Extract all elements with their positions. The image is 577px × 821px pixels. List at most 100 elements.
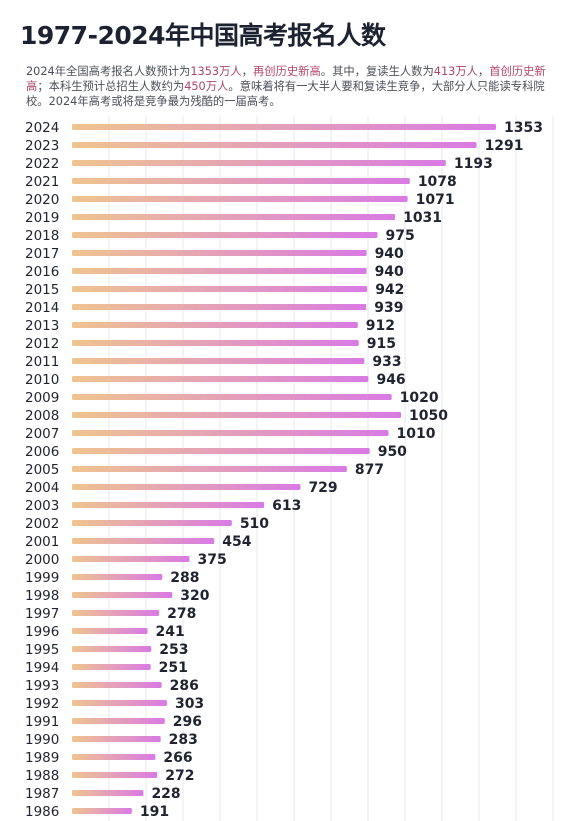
value-label-2021: 1078 xyxy=(418,174,457,190)
bar-2015 xyxy=(72,286,368,292)
bar-2020 xyxy=(72,196,408,202)
year-label-2005: 2005 xyxy=(25,462,59,478)
year-label-2008: 2008 xyxy=(25,408,59,424)
bar-2009 xyxy=(72,394,392,400)
year-label-1993: 1993 xyxy=(25,678,59,694)
value-label-1994: 251 xyxy=(159,660,188,676)
desc-text-2: ， xyxy=(241,65,253,78)
bars xyxy=(72,124,496,814)
bar-2000 xyxy=(72,556,190,562)
value-label-1997: 278 xyxy=(167,606,196,622)
value-label-1986: 191 xyxy=(140,804,169,820)
value-label-1992: 303 xyxy=(175,696,204,712)
value-label-2016: 940 xyxy=(375,264,404,280)
year-label-1990: 1990 xyxy=(25,732,59,748)
value-label-2004: 729 xyxy=(308,480,337,496)
bar-2002 xyxy=(72,520,232,526)
year-label-1989: 1989 xyxy=(25,750,59,766)
chart-title: 1977-2024年中国高考报名人数 xyxy=(20,21,386,50)
value-label-1987: 228 xyxy=(151,786,180,802)
year-label-2015: 2015 xyxy=(25,282,59,298)
value-label-1993: 286 xyxy=(170,678,199,694)
year-labels: 2024 2023 2022 2021 2020 2019 2018 2017 2016 2015… xyxy=(25,120,59,820)
bar-1987 xyxy=(72,790,144,796)
desc-text-3: 。其中，复读生人数为 xyxy=(320,65,434,78)
year-label-2003: 2003 xyxy=(25,498,59,514)
bar-2004 xyxy=(72,484,301,490)
desc-highlight-total: 1353万人 xyxy=(190,65,242,78)
bar-1989 xyxy=(72,754,156,760)
year-label-2019: 2019 xyxy=(25,210,59,226)
year-label-1992: 1992 xyxy=(25,696,59,712)
value-label-2008: 1050 xyxy=(409,408,448,424)
value-label-2014: 939 xyxy=(374,300,403,316)
bar-2013 xyxy=(72,322,358,328)
chart-description: 2024年全国高考报名人数预计为1353万人，再创历史新高。其中，复读生人数为4… xyxy=(26,64,566,109)
bar-2014 xyxy=(72,304,367,310)
desc-text-4: ， xyxy=(477,65,490,78)
value-label-1995: 253 xyxy=(159,642,188,658)
bar-2007 xyxy=(72,430,389,436)
value-label-1989: 266 xyxy=(163,750,192,766)
bar-2001 xyxy=(72,538,215,544)
value-label-2000: 375 xyxy=(198,552,227,568)
value-label-1996: 241 xyxy=(156,624,185,640)
year-label-2007: 2007 xyxy=(25,426,59,442)
value-label-2019: 1031 xyxy=(403,210,442,226)
bar-1997 xyxy=(72,610,160,616)
year-label-1996: 1996 xyxy=(25,624,59,640)
bar-1996 xyxy=(72,628,148,634)
bar-2005 xyxy=(72,466,347,472)
value-label-2024: 1353 xyxy=(504,120,543,136)
bar-1988 xyxy=(72,772,158,778)
desc-text-6: 。意味着将有一大半人要和复读生竞争，大部分人只能读专科院校。2024年高考或将是… xyxy=(26,80,545,108)
bar-2023 xyxy=(72,142,477,148)
desc-highlight-record: 再创历史新高 xyxy=(252,65,321,78)
year-label-2024: 2024 xyxy=(25,120,59,136)
value-label-1990: 283 xyxy=(169,732,198,748)
year-label-2010: 2010 xyxy=(25,372,59,388)
year-label-2001: 2001 xyxy=(25,534,59,550)
desc-text-1: 2024年全国高考报名人数预计为 xyxy=(26,65,191,78)
value-label-2012: 915 xyxy=(367,336,396,352)
value-label-2001: 454 xyxy=(222,534,251,550)
bar-1994 xyxy=(72,664,151,670)
year-label-1986: 1986 xyxy=(25,804,59,820)
bar-2006 xyxy=(72,448,370,454)
year-label-2018: 2018 xyxy=(25,228,59,244)
year-label-2012: 2012 xyxy=(25,336,59,352)
bar-2016 xyxy=(72,268,367,274)
year-label-2020: 2020 xyxy=(25,192,59,208)
value-label-1998: 320 xyxy=(180,588,209,604)
year-label-1995: 1995 xyxy=(25,642,59,658)
bar-2017 xyxy=(72,250,367,256)
desc-highlight-repeaters: 413万人 xyxy=(433,65,478,78)
year-label-2002: 2002 xyxy=(25,516,59,532)
value-label-2007: 1010 xyxy=(397,426,436,442)
value-label-2018: 975 xyxy=(386,228,415,244)
year-label-2016: 2016 xyxy=(25,264,59,280)
year-label-1999: 1999 xyxy=(25,570,59,586)
bar-1998 xyxy=(72,592,173,598)
year-label-1988: 1988 xyxy=(25,768,59,784)
year-label-2022: 2022 xyxy=(25,156,59,172)
value-label-2022: 1193 xyxy=(454,156,493,172)
bar-1995 xyxy=(72,646,152,652)
bar-2024 xyxy=(72,124,496,130)
value-label-2011: 933 xyxy=(372,354,401,370)
value-label-2023: 1291 xyxy=(485,138,524,154)
value-label-2015: 942 xyxy=(375,282,404,298)
value-label-2002: 510 xyxy=(240,516,269,532)
value-label-2013: 912 xyxy=(366,318,395,334)
bar-2010 xyxy=(72,376,369,382)
value-label-2017: 940 xyxy=(375,246,404,262)
bar-1986 xyxy=(72,808,132,814)
year-label-2009: 2009 xyxy=(25,390,59,406)
value-label-1988: 272 xyxy=(165,768,194,784)
value-label-2020: 1071 xyxy=(416,192,455,208)
value-label-2010: 946 xyxy=(376,372,405,388)
bar-2019 xyxy=(72,214,396,220)
value-label-2005: 877 xyxy=(355,462,384,478)
year-label-2006: 2006 xyxy=(25,444,59,460)
bar-1992 xyxy=(72,700,167,706)
